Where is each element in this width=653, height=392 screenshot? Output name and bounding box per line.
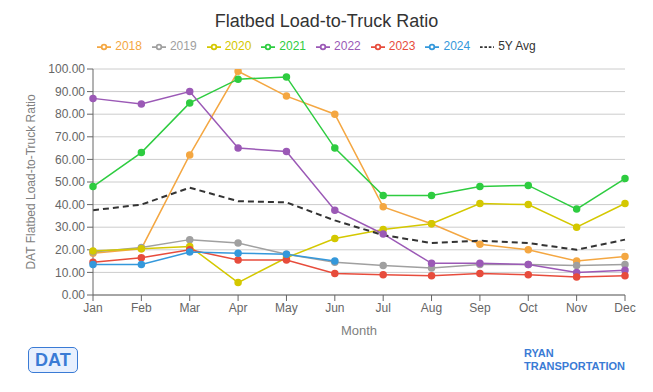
svg-text:20.00: 20.00	[55, 243, 85, 257]
svg-text:10.00: 10.00	[55, 266, 85, 280]
html-text:2019: 2019	[169, 39, 197, 53]
svg-text:Sep: Sep	[469, 301, 491, 315]
html-text:2018: 2018	[115, 39, 142, 53]
html-text:Flatbed Load-to-Truck Ratio: Flatbed Load-to-Truck Ratio	[214, 11, 439, 31]
svg-text:May: May	[275, 301, 298, 315]
svg-text:Jan: Jan	[83, 301, 102, 315]
html-text:TRANSPORTATION: TRANSPORTATION	[524, 360, 625, 372]
svg-text:DAT Flatbed Load-to-Truck Rati: DAT Flatbed Load-to-Truck Ratio	[24, 94, 38, 270]
svg-text:Mar: Mar	[179, 301, 200, 315]
html-text:2024: 2024	[443, 39, 471, 53]
svg-text:100.00: 100.00	[48, 62, 85, 76]
svg-text:60.00: 60.00	[55, 153, 85, 167]
svg-text:Apr: Apr	[229, 301, 248, 315]
html-text:2020: 2020	[224, 39, 252, 53]
svg-text:Aug: Aug	[421, 301, 442, 315]
svg-text:Dec: Dec	[614, 301, 635, 315]
svg-text:Jun: Jun	[325, 301, 344, 315]
html-text:DAT: DAT	[35, 350, 71, 370]
svg-text:Oct: Oct	[519, 301, 538, 315]
svg-text:30.00: 30.00	[55, 220, 85, 234]
html-text:5Y Avg: 5Y Avg	[498, 39, 536, 53]
html-text:RYAN: RYAN	[524, 347, 554, 359]
svg-text:90.00: 90.00	[55, 85, 85, 99]
svg-text:Feb: Feb	[131, 301, 152, 315]
svg-text:40.00: 40.00	[55, 198, 85, 212]
svg-text:70.00: 70.00	[55, 130, 85, 144]
html-text:2021: 2021	[279, 39, 306, 53]
svg-text:Jul: Jul	[376, 301, 391, 315]
svg-text:80.00: 80.00	[55, 107, 85, 121]
svg-text:Nov: Nov	[566, 301, 587, 315]
html-text:2023: 2023	[388, 39, 416, 53]
svg-text:50.00: 50.00	[55, 175, 85, 189]
html-text:2022: 2022	[334, 39, 361, 53]
svg-text:0.00: 0.00	[62, 288, 86, 302]
svg-text:Month: Month	[341, 323, 377, 338]
